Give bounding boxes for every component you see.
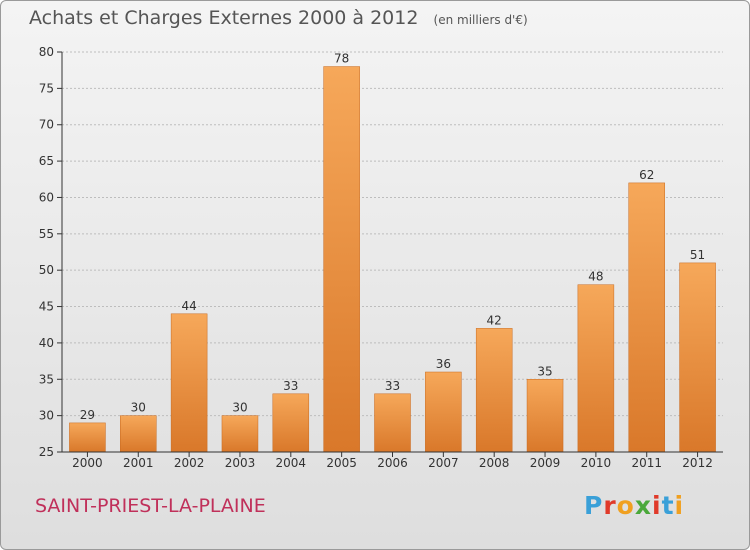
x-tick-label: 2003 bbox=[225, 456, 256, 470]
bar bbox=[272, 393, 310, 453]
logo-letter: r bbox=[603, 491, 617, 520]
bar-value-label: 35 bbox=[537, 364, 552, 378]
axes: 25 30 35 40 45 50 55 60 65 70 75 80 2000 2001 2002 2003… bbox=[39, 45, 723, 470]
bar-value-label: 78 bbox=[334, 52, 349, 66]
town-name: SAINT-PRIEST-LA-PLAINE bbox=[35, 495, 266, 517]
logo-letter: t bbox=[661, 491, 675, 520]
x-tick-label: 2000 bbox=[72, 456, 103, 470]
x-tick-label: 2006 bbox=[377, 456, 408, 470]
chart-unit: (en milliers d'€) bbox=[433, 13, 528, 27]
y-tick-label: 25 bbox=[39, 445, 54, 459]
x-tick-label: 2005 bbox=[326, 456, 357, 470]
x-tick-label: 2002 bbox=[174, 456, 205, 470]
bar bbox=[120, 415, 157, 453]
y-tick-label: 80 bbox=[39, 45, 54, 59]
bar bbox=[628, 182, 665, 453]
bar-value-label: 30 bbox=[131, 401, 146, 415]
bar bbox=[221, 415, 259, 453]
x-tick-label: 2007 bbox=[428, 456, 459, 470]
bar bbox=[69, 422, 106, 453]
y-tick-label: 50 bbox=[39, 263, 54, 277]
bar bbox=[323, 66, 360, 453]
value-labels: 29 30 44 30 33 78 33 36 42 35 48 62 51 bbox=[80, 52, 705, 422]
x-tick-label: 2011 bbox=[631, 456, 662, 470]
bar bbox=[679, 262, 716, 453]
bar-value-label: 33 bbox=[283, 379, 298, 393]
logo-letter: x bbox=[634, 491, 652, 520]
y-tick-label: 35 bbox=[39, 372, 54, 386]
y-tick-label: 60 bbox=[39, 190, 54, 204]
logo-letter: i bbox=[652, 491, 662, 520]
bar bbox=[425, 371, 462, 453]
grid-lines bbox=[62, 51, 723, 417]
y-tick-label: 30 bbox=[39, 409, 54, 423]
y-tick-label: 40 bbox=[39, 336, 54, 350]
bar bbox=[526, 379, 564, 453]
bar-value-label: 29 bbox=[80, 408, 95, 422]
bar-value-label: 51 bbox=[690, 248, 705, 262]
bar bbox=[170, 313, 208, 453]
x-tick-label: 2004 bbox=[276, 456, 307, 470]
bar-value-label: 62 bbox=[639, 168, 654, 182]
x-tick-label: 2012 bbox=[682, 456, 713, 470]
bar-value-label: 44 bbox=[181, 299, 196, 313]
bar-value-label: 42 bbox=[487, 313, 502, 327]
bar-value-label: 36 bbox=[436, 357, 451, 371]
x-tick-label: 2001 bbox=[123, 456, 154, 470]
x-tick-label: 2009 bbox=[530, 456, 561, 470]
brand-logo[interactable]: Proxiti bbox=[584, 491, 684, 520]
bar bbox=[475, 328, 513, 453]
y-tick-label: 65 bbox=[39, 154, 54, 168]
bar-value-label: 30 bbox=[232, 401, 247, 415]
y-tick-label: 45 bbox=[39, 300, 54, 314]
y-tick-label: 75 bbox=[39, 81, 54, 95]
logo-letter: o bbox=[616, 491, 635, 520]
bar bbox=[577, 284, 615, 453]
x-tick-label: 2008 bbox=[479, 456, 510, 470]
bar-value-label: 48 bbox=[588, 270, 603, 284]
y-tick-label: 70 bbox=[39, 118, 54, 132]
chart-title: Achats et Charges Externes 2000 à 2012 bbox=[29, 7, 419, 29]
title-row: Achats et Charges Externes 2000 à 2012 (… bbox=[29, 7, 528, 29]
logo-letter: P bbox=[584, 491, 604, 520]
bar-value-label: 33 bbox=[385, 379, 400, 393]
bar bbox=[374, 393, 411, 453]
logo-letter: i bbox=[674, 491, 685, 520]
x-tick-label: 2010 bbox=[581, 456, 612, 470]
bars bbox=[69, 66, 716, 453]
y-tick-label: 55 bbox=[39, 227, 54, 241]
